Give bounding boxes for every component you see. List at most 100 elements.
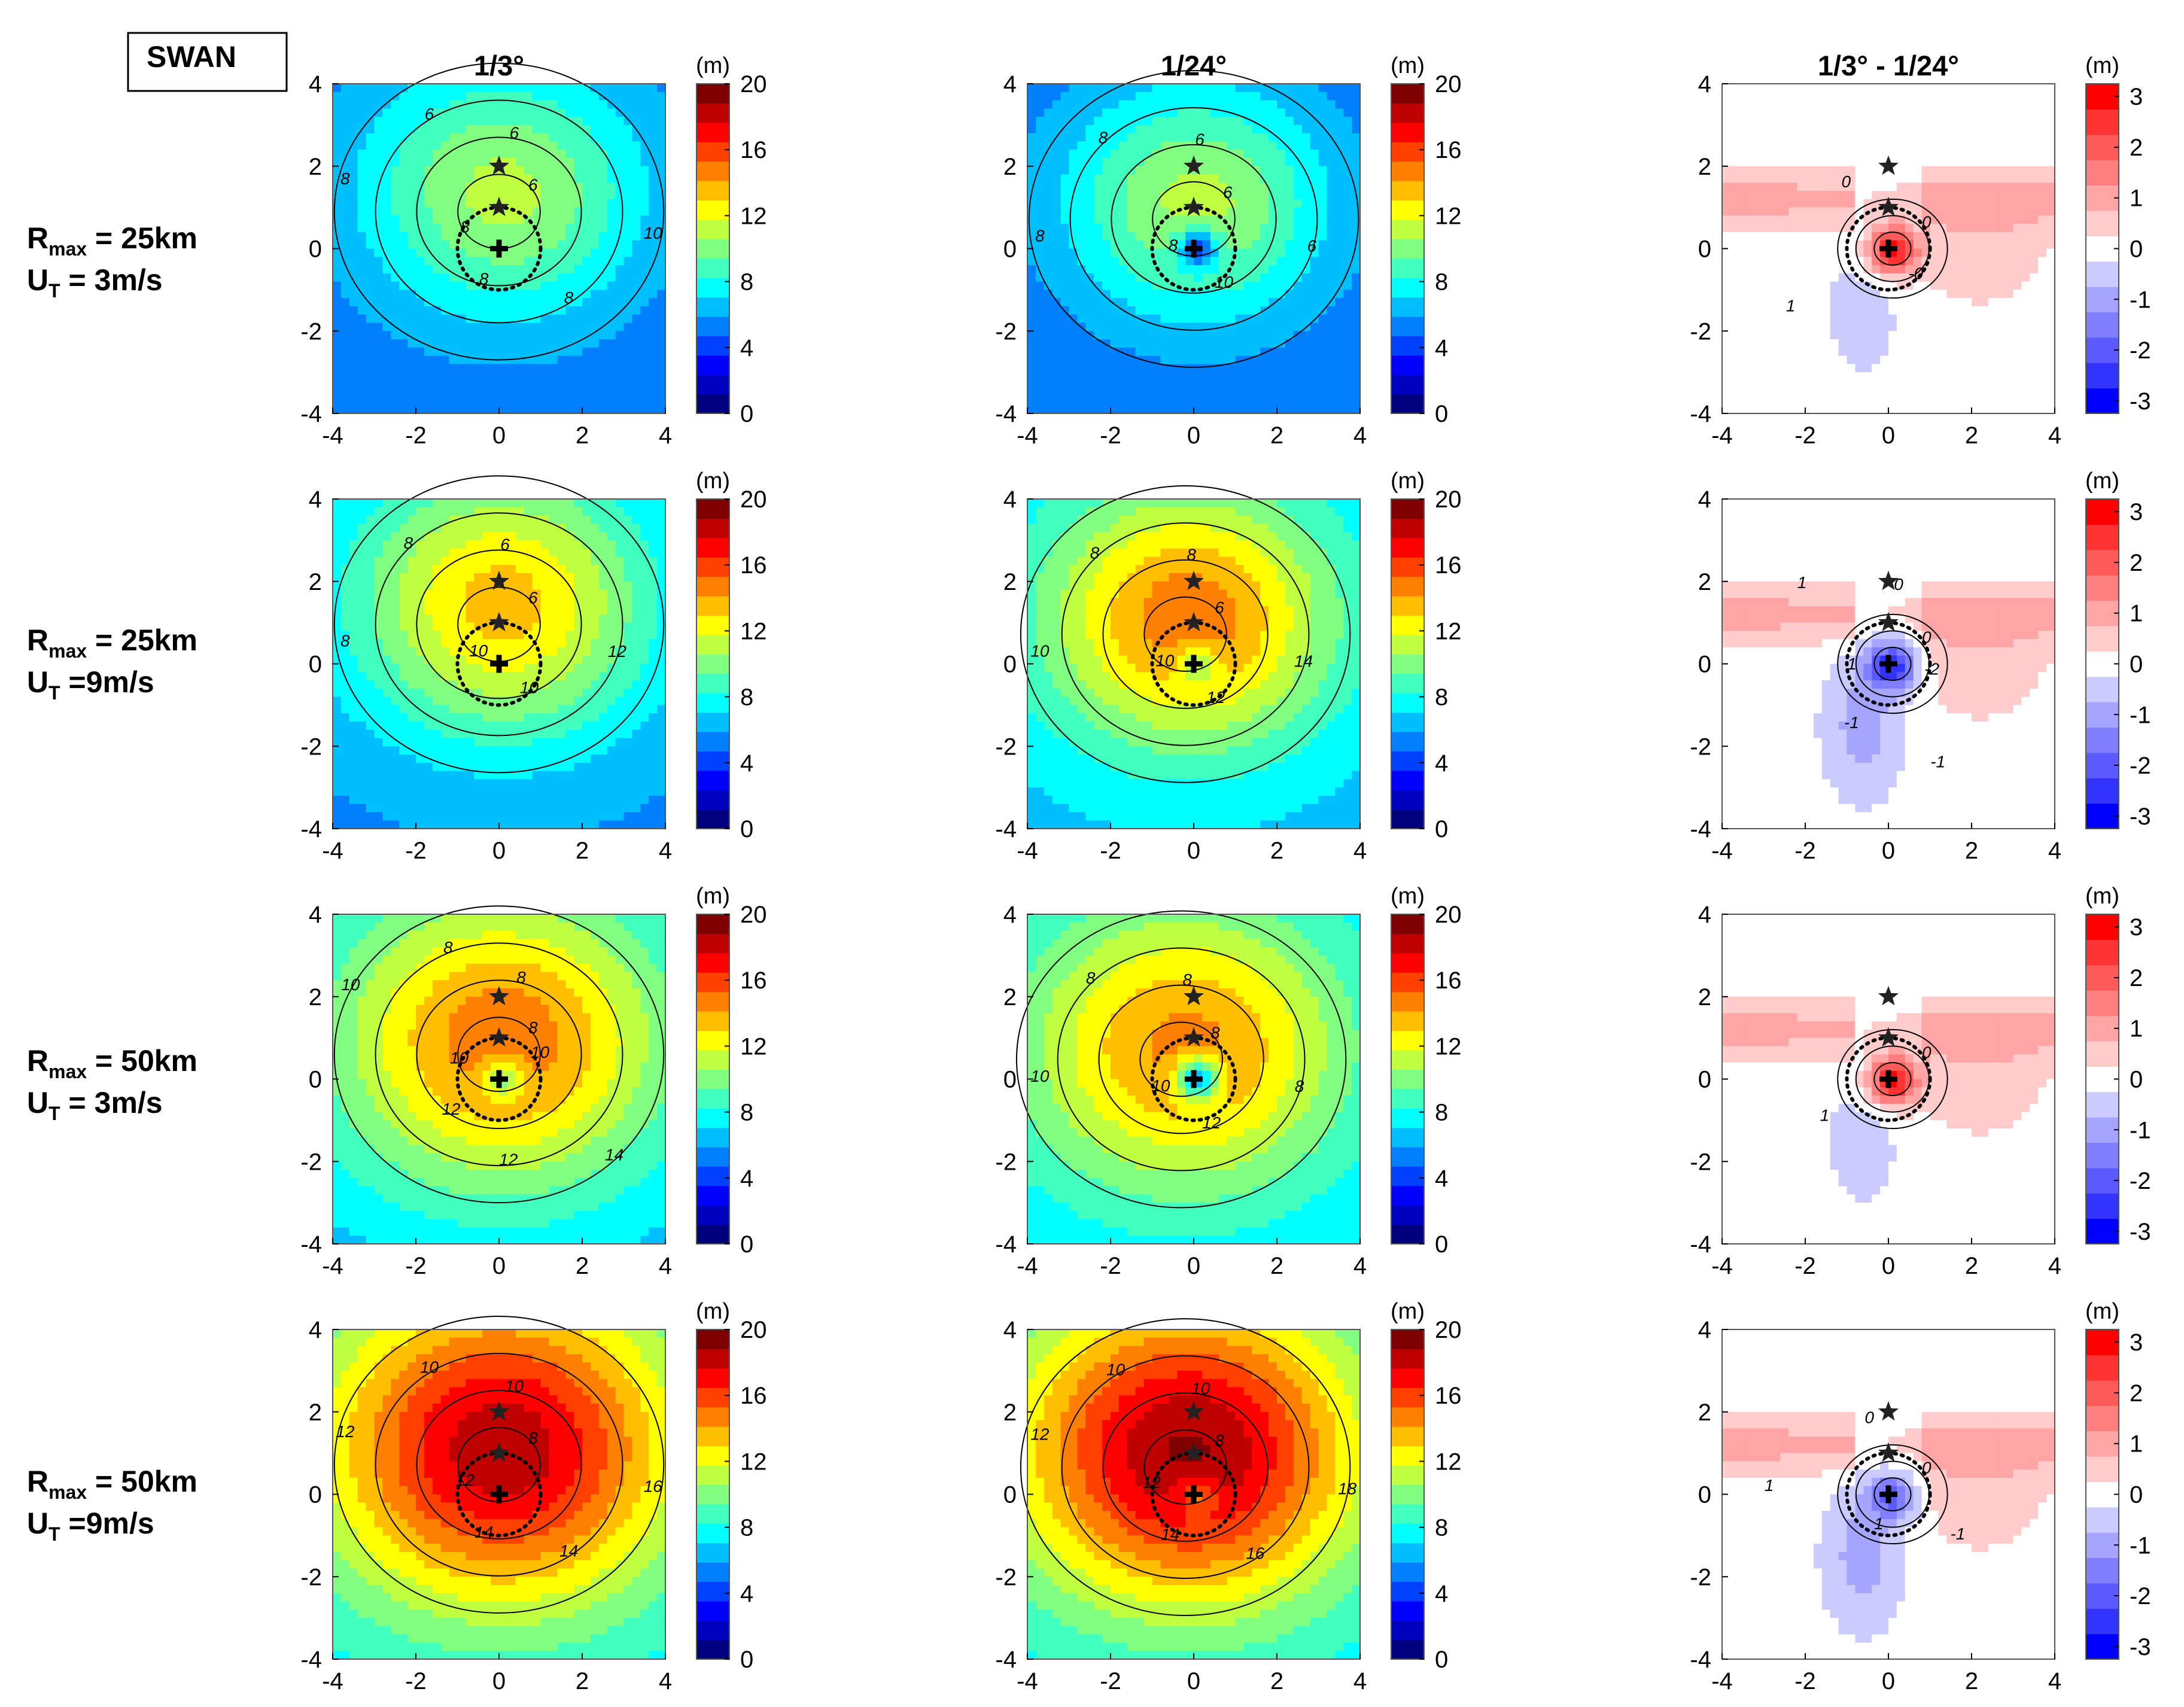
field-cell bbox=[524, 157, 533, 167]
field-cell bbox=[340, 322, 350, 331]
field-cell bbox=[524, 372, 533, 381]
field-cell bbox=[1218, 124, 1228, 134]
field-cell bbox=[1318, 133, 1327, 142]
field-cell bbox=[1343, 124, 1352, 134]
field-cell bbox=[1797, 124, 1806, 134]
field-cell bbox=[1905, 314, 1914, 324]
field-cell bbox=[1052, 372, 1061, 381]
field-cell bbox=[632, 157, 641, 167]
field-cell bbox=[1201, 314, 1211, 324]
field-cell bbox=[1335, 405, 1344, 414]
field-cell bbox=[507, 347, 516, 357]
field-cell bbox=[366, 141, 375, 150]
field-cell bbox=[1227, 388, 1236, 398]
field-cell bbox=[1888, 322, 1897, 331]
field-cell bbox=[1077, 281, 1086, 290]
field-cell bbox=[1738, 141, 1748, 150]
field-cell bbox=[499, 117, 508, 126]
field-cell bbox=[598, 331, 608, 340]
field-cell bbox=[565, 133, 574, 142]
field-cell bbox=[1243, 191, 1252, 200]
field-cell bbox=[1772, 265, 1781, 274]
field-cell bbox=[1946, 347, 1955, 357]
field-cell bbox=[1722, 215, 1731, 224]
field-cell bbox=[1972, 281, 1981, 290]
row-label-3: Rmax = 50km UT = 3m/s bbox=[27, 1044, 197, 1124]
field-cell bbox=[1335, 117, 1344, 126]
field-cell bbox=[1327, 92, 1336, 101]
field-cell bbox=[574, 133, 583, 142]
field-cell bbox=[1946, 322, 1955, 331]
field-cell bbox=[340, 174, 350, 183]
field-cell bbox=[1821, 100, 1831, 109]
field-cell bbox=[1805, 84, 1814, 93]
field-cell bbox=[340, 199, 350, 208]
field-cell bbox=[1301, 215, 1311, 224]
field-cell bbox=[1763, 322, 1772, 331]
field-cell bbox=[1772, 182, 1781, 191]
field-cell bbox=[590, 248, 600, 257]
field-cell bbox=[565, 150, 574, 159]
field-cell bbox=[1722, 405, 1731, 414]
field-cell bbox=[1946, 117, 1955, 126]
field-cell bbox=[366, 191, 375, 200]
field-cell bbox=[598, 273, 608, 282]
field-cell bbox=[1813, 100, 1823, 109]
field-cell bbox=[357, 405, 367, 414]
field-cell bbox=[440, 174, 450, 183]
field-cell bbox=[1277, 240, 1286, 249]
field-cell bbox=[1763, 298, 1772, 307]
field-cell bbox=[1052, 331, 1061, 340]
field-cell bbox=[1905, 397, 1914, 406]
field-cell bbox=[1135, 174, 1145, 183]
field-cell bbox=[1955, 388, 1964, 398]
field-cell bbox=[1169, 92, 1178, 101]
field-cell bbox=[1227, 141, 1236, 150]
field-cell bbox=[1921, 174, 1931, 183]
field-cell bbox=[432, 150, 442, 159]
field-cell bbox=[357, 380, 367, 390]
field-cell bbox=[1293, 166, 1303, 175]
field-cell bbox=[2038, 182, 2047, 191]
field-cell bbox=[1085, 314, 1094, 324]
field-cell bbox=[416, 240, 425, 249]
field-cell bbox=[1747, 273, 1756, 282]
field-cell bbox=[1821, 265, 1831, 274]
field-cell bbox=[557, 380, 566, 390]
field-cell bbox=[1285, 117, 1294, 126]
field-cell bbox=[524, 290, 533, 299]
field-cell bbox=[1988, 405, 1997, 414]
field-cell bbox=[340, 281, 350, 290]
field-cell bbox=[1738, 306, 1748, 315]
field-cell bbox=[1938, 157, 1947, 167]
field-cell bbox=[1805, 248, 1814, 257]
field-cell bbox=[1872, 397, 1881, 406]
field-cell bbox=[374, 224, 383, 233]
field-cell bbox=[1060, 166, 1070, 175]
field-cell bbox=[532, 331, 542, 340]
field-cell bbox=[1343, 133, 1352, 142]
field-cell bbox=[382, 298, 391, 307]
field-cell bbox=[1788, 150, 1797, 159]
field-cell bbox=[2013, 355, 2022, 364]
field-cell bbox=[1730, 207, 1739, 216]
field-cell bbox=[1988, 191, 1997, 200]
field-cell bbox=[1335, 191, 1344, 200]
field-cell bbox=[582, 166, 591, 175]
field-cell bbox=[1772, 215, 1781, 224]
field-cell bbox=[1797, 182, 1806, 191]
field-cell bbox=[449, 133, 458, 142]
field-cell bbox=[1805, 380, 1814, 390]
field-cell bbox=[1194, 306, 1203, 315]
field-cell bbox=[1085, 84, 1094, 93]
field-cell bbox=[2030, 372, 2039, 381]
field-cell bbox=[1963, 124, 1972, 134]
field-cell bbox=[424, 380, 433, 390]
field-cell bbox=[440, 124, 450, 134]
field-cell bbox=[1227, 405, 1236, 414]
field-cell bbox=[424, 92, 433, 101]
field-cell bbox=[607, 388, 616, 398]
field-cell bbox=[1252, 207, 1261, 216]
field-cell bbox=[565, 364, 574, 373]
field-cell bbox=[1813, 150, 1823, 159]
